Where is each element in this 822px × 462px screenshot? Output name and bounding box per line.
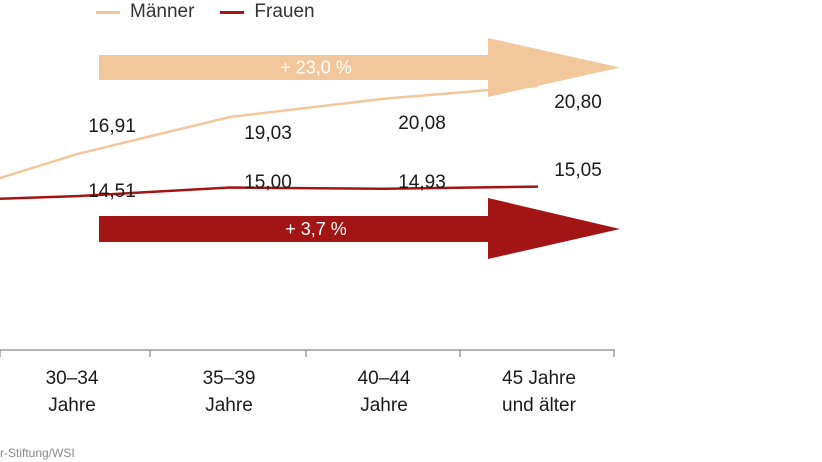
data-label-maenner-2: 20,08 [398,113,446,134]
growth-arrow-label-0: + 23,0 % [280,58,352,78]
source-note: r-Stiftung/WSI [0,446,75,460]
legend-swatch-frauen [220,10,245,14]
data-label-maenner-1: 19,03 [244,123,292,144]
series-line-frauen [0,185,539,200]
data-label-maenner-0: 16,91 [88,116,136,137]
legend: Männer Frauen [96,0,315,24]
x-tick-label-0: 30–34 Jahre [46,368,99,416]
legend-item-maenner: Männer [96,1,194,23]
legend-swatch-maenner [96,10,120,14]
series-line-maenner [0,84,539,180]
data-label-maenner-3: 20,80 [554,92,602,113]
legend-label-frauen: Frauen [254,1,315,22]
legend-label-maenner: Männer [130,1,195,22]
legend-item-frauen: Frauen [220,1,315,23]
data-label-frauen-1: 15,00 [244,172,292,193]
growth-arrow-0 [99,38,620,97]
x-tick-label-3: 45 Jahre und älter [502,368,577,416]
data-label-frauen-0: 14,51 [88,181,136,202]
data-label-frauen-3: 15,05 [554,160,602,181]
data-label-frauen-2: 14,93 [398,172,446,193]
x-tick-label-1: 35–39 Jahre [203,368,256,416]
growth-arrow-1 [99,198,620,259]
growth-arrow-label-1: + 3,7 % [285,219,347,239]
x-tick-label-2: 40–44 Jahre [358,368,411,416]
